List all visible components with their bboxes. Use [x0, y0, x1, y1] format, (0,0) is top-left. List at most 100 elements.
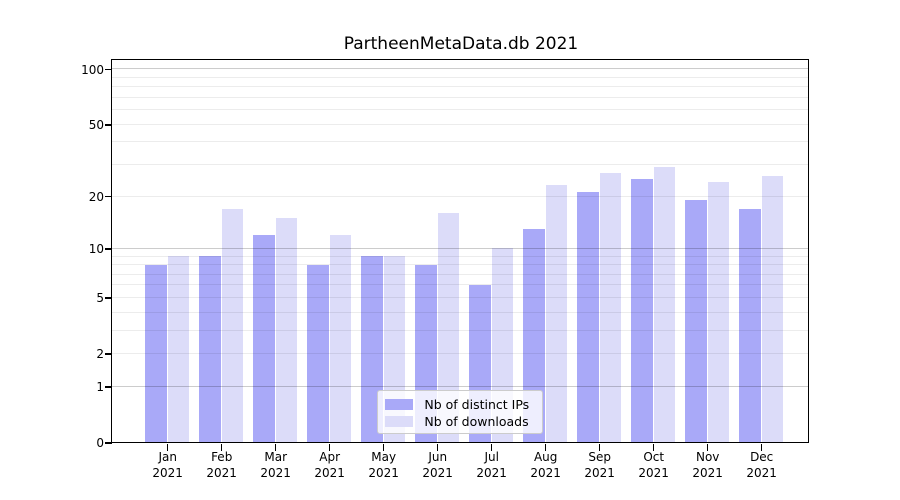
y-tick-label-20: 20	[88, 189, 104, 204]
x-tick-mark-feb	[221, 443, 223, 451]
x-tick-label-may: May 2021	[344, 450, 424, 481]
x-tick-year-mar: 2021	[260, 465, 291, 480]
gridline-10	[112, 247, 809, 249]
bar-downloads-nov	[707, 181, 729, 443]
x-tick-year-sep: 2021	[584, 465, 615, 480]
gridline-9	[112, 255, 809, 257]
gridline-1	[112, 385, 809, 387]
y-tick-label-1: 1	[96, 379, 104, 394]
bar-distinct-ips-sep	[577, 192, 599, 443]
x-tick-year-jun: 2021	[422, 465, 453, 480]
x-tick-mark-sep	[599, 443, 601, 451]
y-tick-label-5: 5	[96, 291, 104, 306]
legend-label-downloads: Nb of downloads	[424, 414, 529, 430]
x-tick-year-may: 2021	[368, 465, 399, 480]
y-tick-label-0: 0	[96, 436, 104, 450]
x-tick-label-oct: Oct 2021	[614, 450, 694, 481]
x-tick-label-jul: Jul 2021	[452, 450, 532, 481]
x-tick-month-jul: Jul	[484, 450, 499, 464]
x-tick-year-dec: 2021	[746, 465, 777, 480]
x-tick-label-nov: Nov 2021	[668, 450, 748, 481]
bar-distinct-ips-dec	[739, 208, 761, 443]
x-tick-month-mar: Mar	[264, 450, 287, 464]
y-tick-label-2: 2	[96, 347, 104, 362]
y-tick-label-10: 10	[88, 241, 104, 256]
x-tick-year-jan: 2021	[152, 465, 183, 480]
x-tick-mark-jul	[491, 443, 493, 451]
legend: Nb of distinct IPs Nb of downloads	[377, 390, 544, 435]
x-tick-mark-apr	[329, 443, 331, 451]
x-tick-mark-jan	[167, 443, 169, 451]
x-tick-year-feb: 2021	[206, 465, 237, 480]
x-tick-month-may: May	[371, 450, 397, 464]
plot-area: Nb of distinct IPs Nb of downloads	[111, 59, 810, 444]
gridline-90	[112, 76, 809, 78]
bar-distinct-ips-mar	[253, 234, 275, 443]
bar-distinct-ips-apr	[307, 264, 329, 443]
y-tick-mark-50	[104, 124, 112, 126]
x-tick-mark-mar	[275, 443, 277, 451]
x-tick-month-sep: Sep	[588, 450, 611, 464]
x-tick-year-jul: 2021	[476, 465, 507, 480]
gridline-7	[112, 273, 809, 275]
legend-label-distinct-ips: Nb of distinct IPs	[424, 396, 530, 412]
x-tick-month-oct: Oct	[643, 450, 665, 464]
x-tick-month-apr: Apr	[319, 450, 341, 464]
legend-item-distinct-ips: Nb of distinct IPs	[378, 395, 542, 413]
bar-downloads-aug	[545, 185, 567, 443]
bar-distinct-ips-nov	[685, 200, 707, 443]
bar-distinct-ips-oct	[631, 178, 653, 443]
gridline-70	[112, 97, 809, 98]
x-tick-mark-may	[383, 443, 385, 451]
y-tick-mark-1	[104, 386, 112, 388]
gridline-20	[112, 195, 809, 197]
x-tick-month-jan: Jan	[158, 450, 177, 464]
y-tick-mark-20	[104, 195, 112, 198]
x-tick-label-jan: Jan 2021	[128, 450, 208, 481]
bar-distinct-ips-feb	[199, 256, 221, 443]
gridline-40	[112, 141, 809, 143]
x-tick-month-aug: Aug	[533, 450, 558, 464]
x-tick-year-apr: 2021	[314, 465, 345, 480]
bar-distinct-ips-aug	[523, 228, 545, 443]
x-tick-mark-dec	[761, 443, 763, 451]
y-tick-label-50: 50	[88, 117, 104, 132]
x-tick-year-aug: 2021	[530, 465, 561, 480]
x-tick-year-nov: 2021	[692, 465, 723, 480]
legend-swatch-downloads	[385, 416, 414, 428]
x-tick-month-feb: Feb	[211, 450, 233, 464]
gridline-60	[112, 109, 809, 111]
bar-downloads-oct	[653, 167, 675, 443]
x-tick-label-apr: Apr 2021	[290, 450, 370, 481]
bar-distinct-ips-jan	[145, 264, 167, 443]
gridline-6	[112, 284, 809, 286]
x-tick-mark-nov	[707, 443, 709, 451]
gridline-3	[112, 329, 809, 331]
x-tick-month-dec: Dec	[750, 450, 774, 464]
x-tick-label-sep: Sep 2021	[560, 450, 640, 481]
x-tick-label-mar: Mar 2021	[236, 450, 316, 481]
x-tick-label-aug: Aug 2021	[506, 450, 586, 481]
gridline-5	[112, 296, 809, 298]
gridline-100	[112, 68, 809, 70]
x-tick-month-nov: Nov	[695, 450, 720, 464]
x-tick-mark-jun	[437, 443, 439, 451]
bar-downloads-dec	[761, 175, 783, 443]
bar-downloads-feb	[221, 208, 243, 443]
legend-swatch-distinct-ips	[385, 398, 414, 410]
y-tick-mark-100	[104, 68, 112, 71]
gridline-8	[112, 264, 809, 266]
gridline-80	[112, 86, 809, 88]
bar-downloads-jan	[167, 256, 189, 443]
bar-downloads-apr	[329, 234, 351, 443]
x-tick-mark-aug	[545, 443, 547, 451]
y-tick-mark-2	[104, 353, 112, 355]
x-tick-label-jun: Jun 2021	[398, 450, 478, 481]
x-tick-label-dec: Dec 2021	[722, 450, 802, 481]
y-tick-mark-0	[104, 442, 112, 444]
x-tick-label-feb: Feb 2021	[182, 450, 262, 481]
bar-downloads-mar	[275, 218, 297, 443]
y-tick-mark-5	[104, 297, 112, 299]
chart-title: PartheenMetaData.db 2021	[343, 34, 579, 54]
